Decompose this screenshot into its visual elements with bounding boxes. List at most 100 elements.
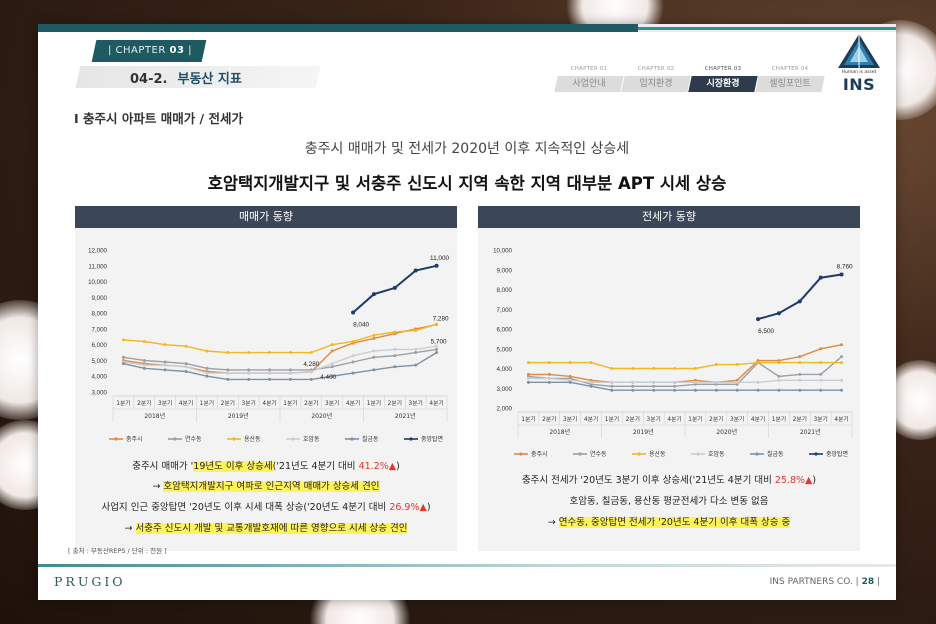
data-point xyxy=(776,311,781,316)
nav-chapter-01[interactable]: CHAPTER 01 사업안내 xyxy=(554,66,624,92)
x-tick-label: 3분기 xyxy=(409,399,423,407)
data-point xyxy=(798,388,802,392)
top-accent-line xyxy=(38,24,896,32)
data-point xyxy=(142,340,146,344)
series-line xyxy=(123,323,437,354)
x-tick-label: 2분기 xyxy=(542,415,556,423)
x-tick-label: 3분기 xyxy=(647,415,661,423)
data-point xyxy=(526,376,530,380)
series-line xyxy=(528,381,842,391)
data-point xyxy=(351,371,355,375)
nav-cap: CHAPTER 04 xyxy=(771,66,809,72)
x-tick-label: 4분기 xyxy=(179,399,193,407)
data-point xyxy=(652,367,656,370)
data-point xyxy=(735,363,739,367)
data-point xyxy=(589,380,593,384)
data-point xyxy=(142,363,146,367)
data-point xyxy=(413,268,418,273)
data-point xyxy=(568,361,572,365)
y-tick-label: 3,000 xyxy=(92,390,108,397)
data-label: 8,040 xyxy=(353,321,369,328)
data-point xyxy=(226,371,230,375)
logo-tagline: Human is asset xyxy=(841,70,877,75)
data-point xyxy=(714,388,718,392)
data-point xyxy=(798,361,802,365)
source-note: [ 출처 : 부동산REPS / 단위 : 천원 ] xyxy=(68,547,167,555)
data-point xyxy=(372,368,376,372)
data-point xyxy=(268,371,272,375)
data-point xyxy=(435,347,439,351)
nav-chapter-04[interactable]: CHAPTER 04 셀링포인트 xyxy=(755,66,825,92)
data-point xyxy=(735,388,739,392)
nav-label: 사업안내 xyxy=(572,79,606,89)
year-group-label: 2020년 xyxy=(311,412,332,420)
data-label: 5,700 xyxy=(431,338,447,345)
data-point xyxy=(798,355,802,359)
section-number: 04-2. xyxy=(130,72,168,87)
data-point xyxy=(568,380,572,384)
x-tick-label: 1분기 xyxy=(688,415,702,423)
sale-price-panel: 매매가 동향 3,000 4,000 5,000 6,000 7,000 8,000 9,0… xyxy=(75,206,457,551)
data-point xyxy=(735,380,739,384)
x-tick-label: 1분기 xyxy=(521,415,535,423)
data-point xyxy=(351,354,355,358)
data-point xyxy=(288,377,292,381)
nav-chapter-02[interactable]: CHAPTER 02 입지환경 xyxy=(621,66,691,92)
y-tick-label: 5,000 xyxy=(497,346,513,353)
data-point xyxy=(226,377,230,381)
sale-price-panel-title: 매매가 동향 xyxy=(75,206,457,228)
section-title: 04-2. 부동산 지표 xyxy=(130,68,242,87)
data-point xyxy=(610,384,614,388)
data-point xyxy=(631,380,635,384)
series-line xyxy=(528,344,842,384)
y-tick-label: 9,000 xyxy=(497,267,513,274)
legend-marker xyxy=(519,452,523,456)
nav-chapter-03[interactable]: CHAPTER 03 시장환경 xyxy=(688,66,758,92)
data-point xyxy=(840,343,844,347)
data-point xyxy=(184,362,188,366)
data-point xyxy=(330,365,334,369)
data-point xyxy=(163,360,167,364)
x-tick-label: 3분기 xyxy=(242,399,256,407)
data-point xyxy=(330,343,334,347)
ins-logo: Human is asset INS xyxy=(834,32,884,94)
legend-marker xyxy=(114,437,118,441)
x-tick-label: 1분기 xyxy=(367,399,381,407)
x-tick-label: 2분기 xyxy=(137,399,151,407)
data-point xyxy=(756,317,761,322)
data-point xyxy=(393,354,397,358)
year-group-label: 2019년 xyxy=(633,428,654,436)
data-point xyxy=(351,310,356,315)
x-tick-label: 4분기 xyxy=(751,415,765,423)
data-point xyxy=(610,388,614,392)
legend-label: 충주시 xyxy=(531,450,548,458)
data-point xyxy=(330,362,334,366)
data-point xyxy=(372,349,376,353)
prugio-brand: PRUGIO xyxy=(54,574,126,589)
data-point xyxy=(435,322,439,326)
data-point xyxy=(714,363,718,367)
x-tick-label: 3분기 xyxy=(158,399,172,407)
data-point xyxy=(226,351,230,355)
legend-label: 용산동 xyxy=(649,450,666,458)
x-tick-label: 4분기 xyxy=(429,399,443,407)
x-tick-label: 2분기 xyxy=(388,399,402,407)
x-tick-label: 4분기 xyxy=(346,399,360,407)
data-point xyxy=(414,351,418,355)
data-point xyxy=(351,340,355,344)
chapter-nav: CHAPTER 01 사업안내 CHAPTER 02 입지환경 CHAPTER 03… xyxy=(554,66,825,92)
data-point xyxy=(247,351,251,355)
data-point xyxy=(839,272,844,277)
y-tick-label: 10,000 xyxy=(493,248,512,255)
data-point xyxy=(163,368,167,372)
legend-label: 용산동 xyxy=(244,435,261,443)
jeonse-price-chart: 2,000 3,000 4,000 5,000 6,000 7,000 8,000 9,000… xyxy=(493,248,853,459)
data-point xyxy=(631,388,635,392)
data-point xyxy=(652,384,656,388)
data-point xyxy=(247,377,251,381)
legend-label: 호암동 xyxy=(708,450,725,458)
data-point xyxy=(247,371,251,375)
page-number: 28 xyxy=(861,577,875,587)
data-point xyxy=(840,355,844,359)
data-point xyxy=(163,363,167,367)
